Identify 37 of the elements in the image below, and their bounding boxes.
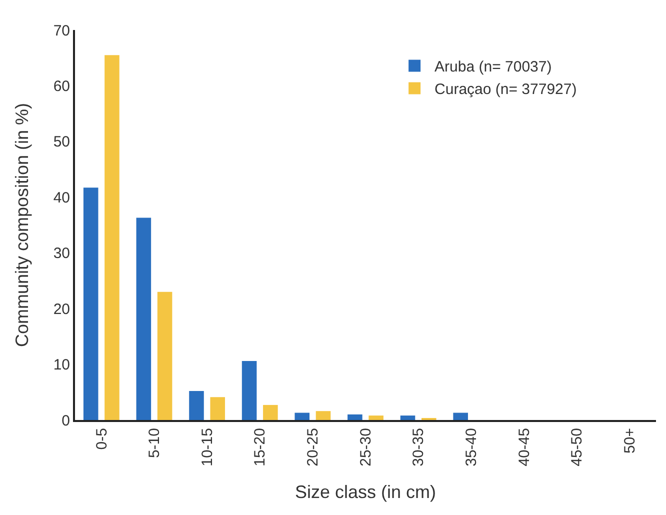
- bar: [453, 412, 468, 420]
- x-tick-label: 40-45: [516, 428, 533, 466]
- bar: [104, 55, 120, 420]
- bar: [400, 416, 416, 420]
- bar: [189, 391, 204, 420]
- x-axis-title: Size class (in cm): [294, 482, 436, 502]
- x-tick-label: 20-25: [304, 428, 322, 466]
- y-tick-label: 60: [53, 78, 70, 95]
- x-tick-label: 35-40: [463, 428, 480, 466]
- legend-label: Curaçao (n= 377927): [434, 81, 577, 98]
- x-tick-label: 0-5: [93, 428, 110, 450]
- bar: [157, 292, 172, 420]
- bar: [348, 414, 362, 420]
- y-tick-label: 50: [53, 134, 70, 151]
- y-tick-label: 40: [53, 189, 70, 206]
- x-tick-label: 45-50: [568, 428, 586, 466]
- x-tick-label: 10-15: [198, 428, 216, 466]
- y-tick-label: 0: [62, 412, 70, 430]
- bar: [368, 416, 384, 420]
- y-tick-label: 30: [53, 245, 70, 262]
- x-tick-label: 5-10: [146, 428, 164, 458]
- bar: [210, 397, 225, 420]
- y-tick-label: 10: [53, 356, 70, 374]
- x-tick-label: 15-20: [252, 428, 269, 466]
- legend-label: Aruba (n= 70037): [434, 58, 552, 76]
- y-axis-title: Community composition (in %): [12, 102, 32, 348]
- bar: [242, 360, 257, 420]
- x-tick-label: 50+: [621, 428, 638, 454]
- bar: [83, 188, 98, 420]
- bar: [294, 412, 310, 420]
- y-tick-label: 20: [53, 300, 70, 318]
- bar: [263, 404, 278, 420]
- bar: [316, 411, 331, 420]
- x-tick-label: 25-30: [357, 428, 374, 466]
- x-tick-label: 30-35: [410, 428, 428, 466]
- bar: [136, 218, 152, 420]
- y-tick-label: 70: [53, 22, 70, 40]
